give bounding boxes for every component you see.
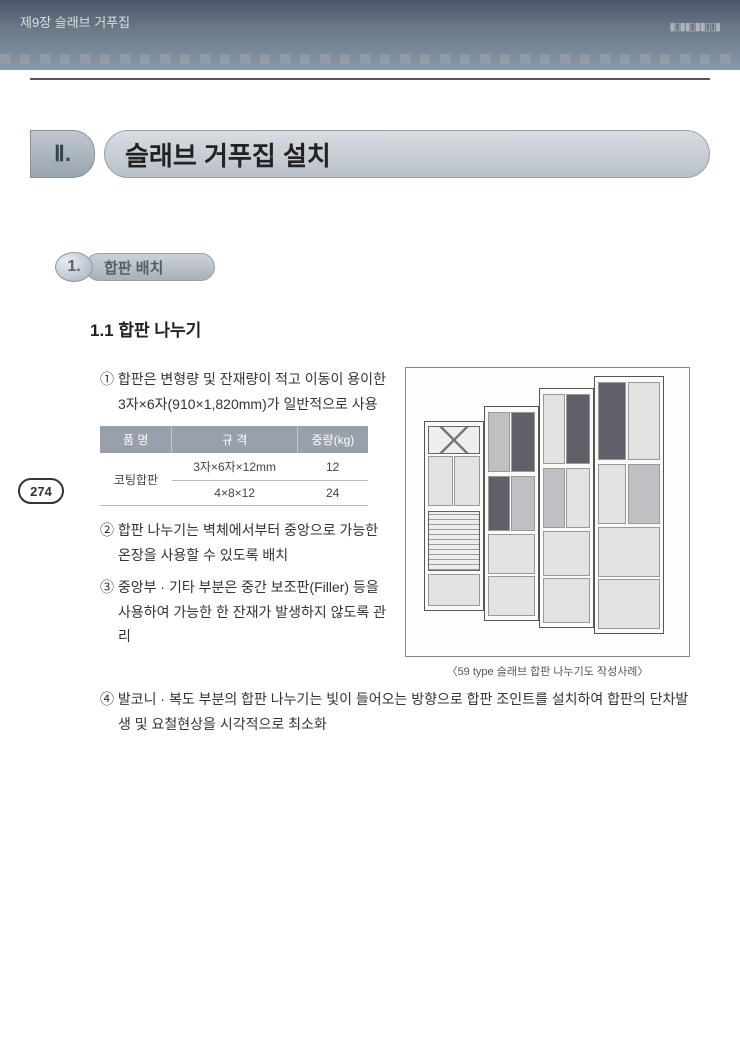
chapter-title: 슬래브 거푸집 설치 [125,136,331,173]
fp-panel [543,394,565,464]
page-header: 제9장 슬래브 거푸집 ▮▯▮▮▯▮▮▯▯▮ [0,0,740,70]
fp-panel [628,464,660,524]
subsection-heading: 1.1 합판 나누기 [90,316,740,341]
chapter-ref: 제9장 슬래브 거푸집 [20,15,130,30]
fp-panel [428,456,453,506]
page-number-badge: 274 [18,478,64,504]
fp-panel [598,464,626,524]
header-rule [30,78,710,80]
table-row: 코팅합판 3자×6자×12mm 12 [100,453,368,481]
fp-panel [598,579,660,629]
table-cell: 4×8×12 [172,481,297,506]
two-column-layout: ① 합판은 변형량 및 잔재량이 적고 이동이 용이한 3자×6자(910×1,… [100,367,690,679]
right-column: 〈59 type 슬래브 합판 나누기도 작성사례〉 [405,367,690,679]
chapter-title-wrap: 슬래브 거푸집 설치 [104,130,710,178]
floorplan-canvas [414,376,681,646]
table-cell: 코팅합판 [100,453,172,506]
section-pill: 1. 합판 배치 [55,250,215,288]
fp-panel [628,382,660,460]
floorplan-diagram [405,367,690,657]
fp-panel [488,534,535,574]
fp-panel [488,476,510,531]
table-cell: 12 [297,453,368,481]
fp-panel [566,394,590,464]
fp-panel [598,527,660,577]
fp-panel [488,412,510,472]
fp-panel [543,578,590,623]
fp-panel [566,468,590,528]
fp-panel [428,574,480,606]
fp-panel [428,426,480,454]
chapter-banner: Ⅱ. 슬래브 거푸집 설치 [30,130,710,190]
fp-panel [488,576,535,616]
header-decoration: ▮▯▮▮▯▮▮▯▯▮ [669,20,720,33]
table-cell: 24 [297,481,368,506]
list-item: ④ 발코니 · 복도 부분의 합판 나누기는 빛이 들어오는 방향으로 합판 조… [100,687,690,736]
list-item: ① 합판은 변형량 및 잔재량이 적고 이동이 용이한 3자×6자(910×1,… [100,367,391,416]
chapter-number: Ⅱ. [30,130,95,178]
section-label-wrap: 합판 배치 [85,253,215,281]
section-label: 합판 배치 [104,257,163,278]
fp-stairs [428,511,480,571]
fp-panel [511,412,535,472]
left-column: ① 합판은 변형량 및 잔재량이 적고 이동이 용이한 3자×6자(910×1,… [100,367,391,679]
fp-panel [454,456,480,506]
table-header: 품 명 [100,426,172,453]
fp-panel [543,468,565,528]
list-item: ② 합판 나누기는 벽체에서부터 중앙으로 가능한 온장을 사용할 수 있도록 … [100,518,391,567]
diagram-caption: 〈59 type 슬래브 합판 나누기도 작성사례〉 [405,663,690,679]
fp-panel [511,476,535,531]
fp-panel [543,531,590,576]
fp-panel [598,382,626,460]
table-header: 규 격 [172,426,297,453]
spec-table: 품 명 규 격 중량(kg) 코팅합판 3자×6자×12mm 12 4×8×12… [100,426,368,506]
content-area: ① 합판은 변형량 및 잔재량이 적고 이동이 용이한 3자×6자(910×1,… [100,367,690,679]
list-item: ③ 중앙부 · 기타 부분은 중간 보조판(Filler) 등을 사용하여 가능… [100,575,391,649]
table-header: 중량(kg) [297,426,368,453]
table-cell: 3자×6자×12mm [172,453,297,481]
section-number: 1. [55,252,93,282]
